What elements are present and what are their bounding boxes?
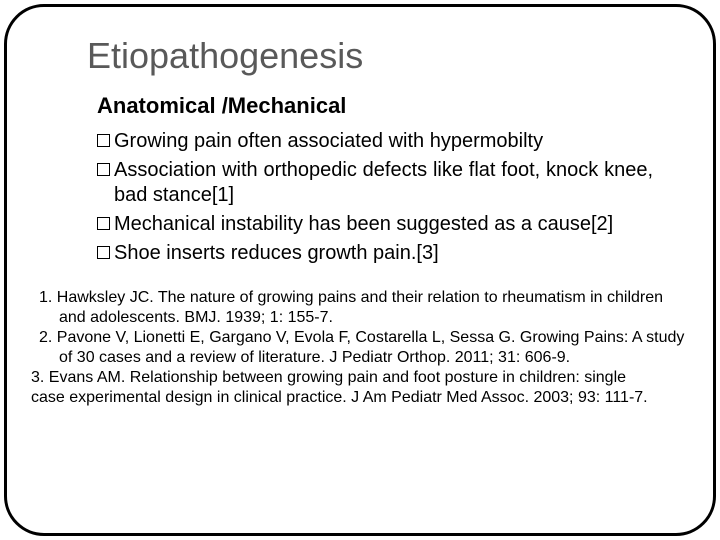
reference-item: 3. Evans AM. Relationship between growin… bbox=[31, 368, 689, 388]
bullet-item: Association with orthopedic defects like… bbox=[97, 158, 653, 208]
bullet-text: Growing pain often associated with hyper… bbox=[114, 129, 653, 154]
bullet-text: Shoe inserts reduces growth pain.[3] bbox=[114, 241, 653, 266]
slide-title: Etiopathogenesis bbox=[87, 35, 693, 77]
bullet-item: Growing pain often associated with hyper… bbox=[97, 129, 653, 154]
checkbox-icon bbox=[97, 134, 110, 147]
reference-item: 2. Pavone V, Lionetti E, Gargano V, Evol… bbox=[31, 328, 689, 368]
checkbox-icon bbox=[97, 163, 110, 176]
slide-subtitle: Anatomical /Mechanical bbox=[97, 93, 693, 119]
bullet-item: Mechanical instability has been suggeste… bbox=[97, 212, 653, 237]
checkbox-icon bbox=[97, 246, 110, 259]
bullet-item: Shoe inserts reduces growth pain.[3] bbox=[97, 241, 653, 266]
reference-item: 1. Hawksley JC. The nature of growing pa… bbox=[31, 288, 689, 328]
references: 1. Hawksley JC. The nature of growing pa… bbox=[31, 288, 689, 408]
bullet-text: Association with orthopedic defects like… bbox=[114, 158, 653, 208]
checkbox-icon bbox=[97, 217, 110, 230]
bullet-text: Mechanical instability has been suggeste… bbox=[114, 212, 653, 237]
bullet-list: Growing pain often associated with hyper… bbox=[97, 129, 653, 266]
reference-item: case experimental design in clinical pra… bbox=[31, 388, 689, 408]
slide-frame: Etiopathogenesis Anatomical /Mechanical … bbox=[4, 4, 716, 536]
